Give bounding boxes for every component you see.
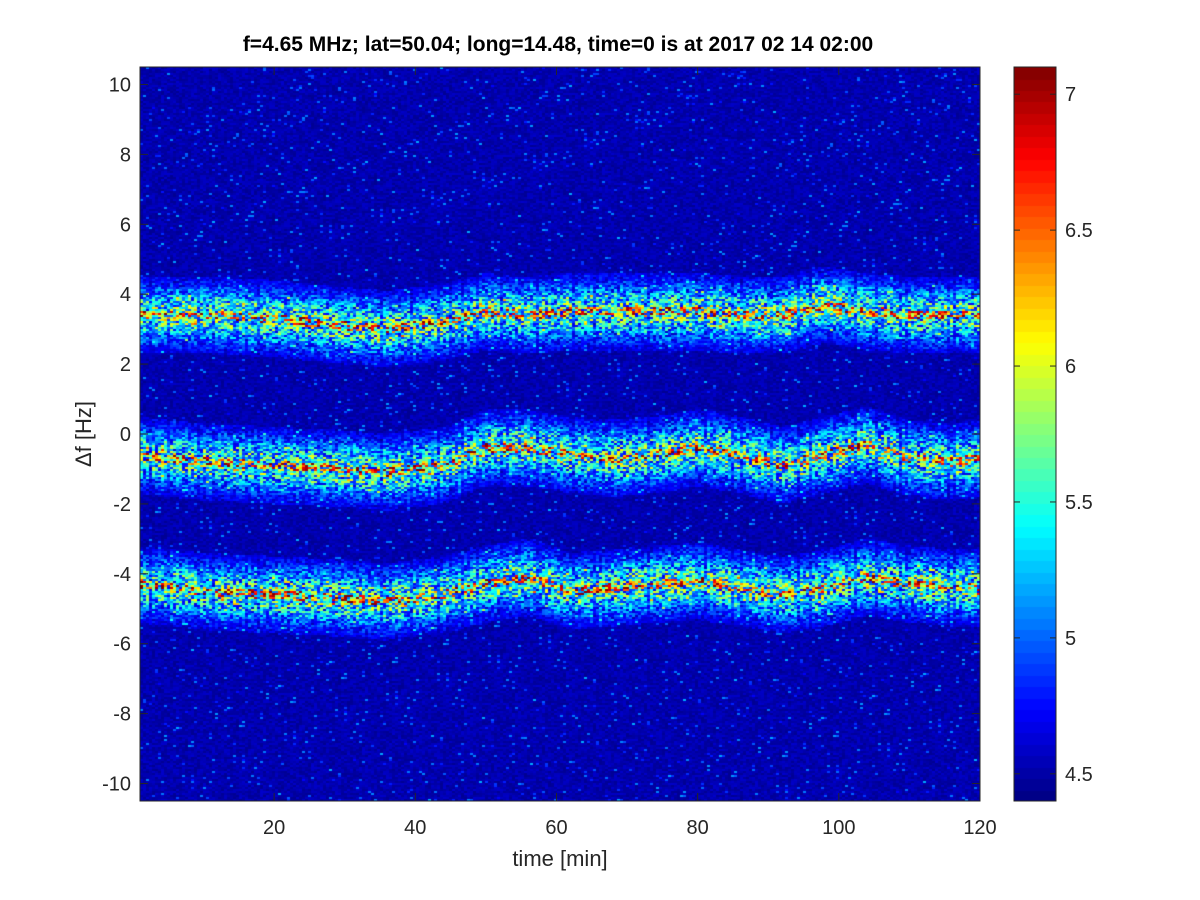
x-tick-label: 20 [263,817,285,839]
colorbar: 4.5 5 5.5 6 6.5 7 [1013,66,1093,802]
y-tick-label: -8 [113,704,131,726]
x-tick-label: 120 [963,817,996,839]
y-tick-label: -2 [113,494,131,516]
x-axis-label: time [min] [512,846,607,871]
y-tick-label: 2 [120,354,131,376]
y-tick-label: 10 [109,74,131,96]
x-tick-label: 40 [404,817,426,839]
y-tick-label: 4 [120,284,131,306]
y-axis-label: Δf [Hz] [71,401,96,467]
colorbar-tick-label: 4.5 [1065,764,1093,786]
colorbar-frame [1013,66,1057,802]
colorbar-tick-label: 7 [1065,84,1076,106]
x-tick-label: 80 [687,817,709,839]
heatmap-canvas [140,67,980,801]
colorbar-tick-label: 5.5 [1065,492,1093,514]
y-tick-label: 6 [120,214,131,236]
colorbar-tick-label: 5 [1065,628,1076,650]
y-tick-label: -4 [113,564,131,586]
x-tick-label: 60 [545,817,567,839]
y-tick-label: -10 [102,774,131,796]
colorbar-ticks: 4.5 5 5.5 6 6.5 7 [1014,84,1093,786]
x-tick-label: 100 [822,817,855,839]
y-axis-ticks: -10 -8 -6 -4 -2 0 2 4 6 8 10 [102,74,980,796]
y-tick-label: 8 [120,144,131,166]
y-tick-label: 0 [120,424,131,446]
x-axis-ticks: 20 40 60 80 100 120 [263,67,997,839]
plot-area [139,66,981,802]
colorbar-gradient [1014,67,1056,801]
colorbar-tick-label: 6 [1065,356,1076,378]
chart-title: f=4.65 MHz; lat=50.04; long=14.48, time=… [243,33,873,56]
colorbar-tick-label: 6.5 [1065,220,1093,242]
y-tick-label: -6 [113,634,131,656]
